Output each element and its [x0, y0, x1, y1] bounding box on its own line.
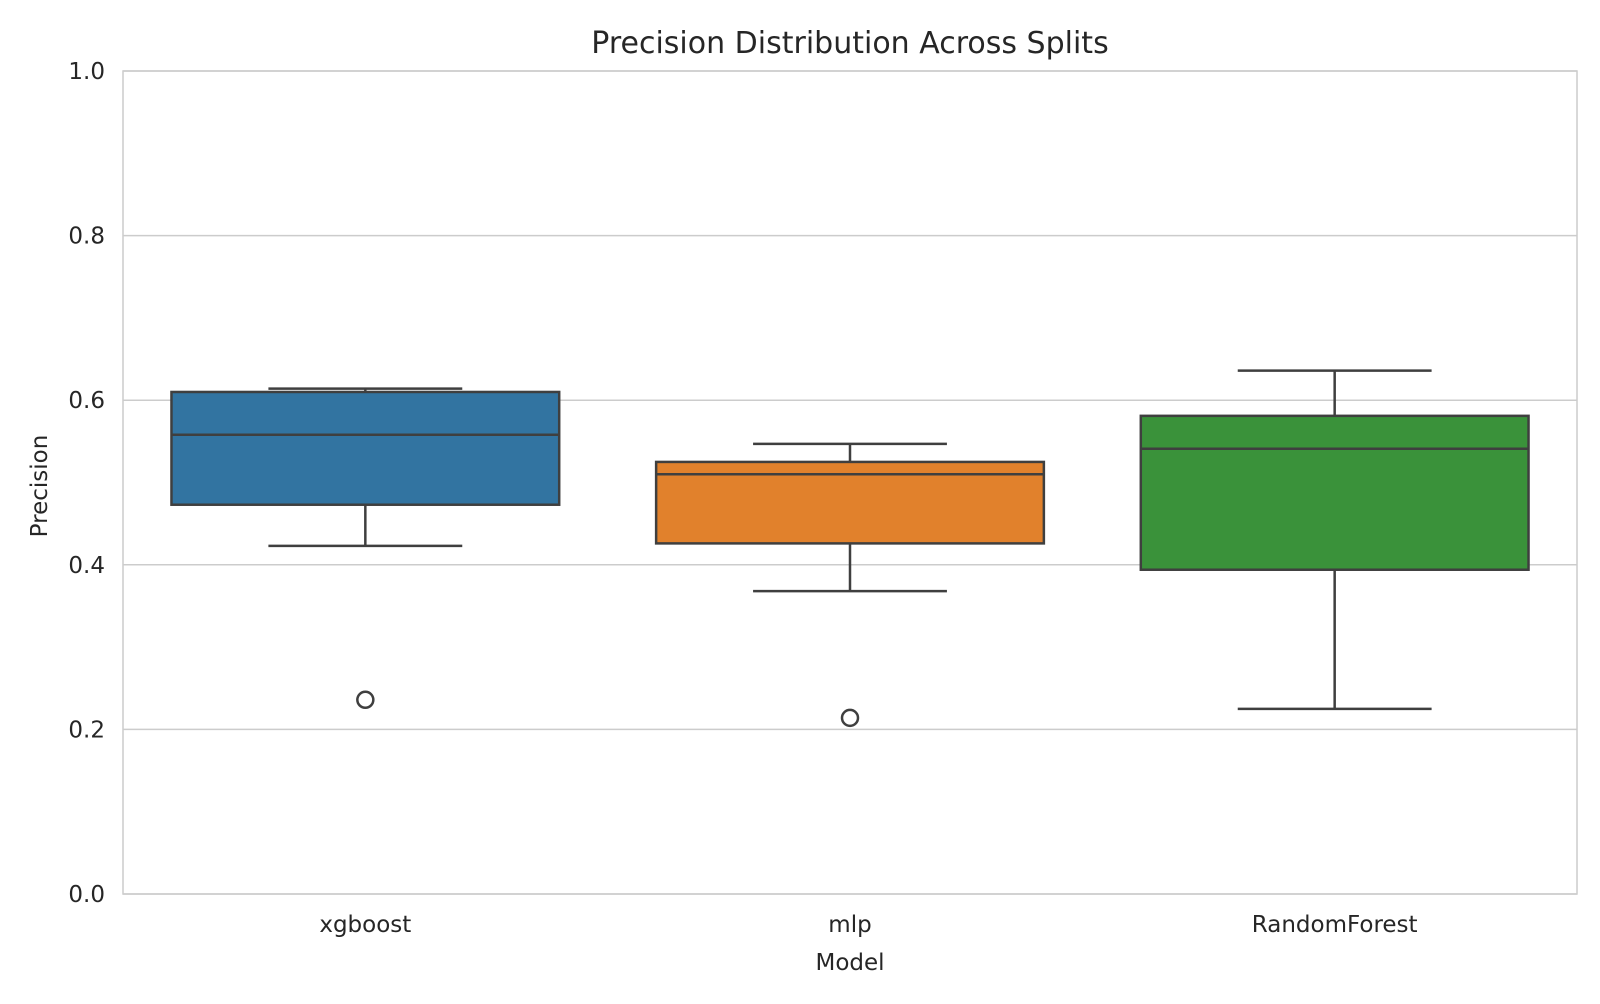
chart-title: Precision Distribution Across Splits [591, 26, 1108, 61]
outlier-point [840, 708, 860, 728]
box-xgboost [170, 390, 561, 506]
y-tick-label: 0.6 [68, 388, 105, 414]
y-tick-label: 0.8 [68, 224, 105, 250]
box-group-mlp [654, 442, 1046, 728]
y-axis-label: Precision [27, 435, 53, 538]
box-RandomForest [1139, 414, 1530, 571]
boxes-layer [170, 369, 1530, 728]
y-tick-label: 0.0 [68, 882, 105, 908]
x-tick-label: mlp [828, 912, 871, 938]
x-tick-labels: xgboost mlp RandomForest [319, 912, 1417, 938]
outlier-point [356, 690, 375, 710]
y-tick-labels: 0.0 0.2 0.4 0.6 0.8 1.0 [68, 59, 105, 908]
x-axis-label: Model [815, 950, 884, 976]
box-group-RandomForest [1139, 369, 1530, 711]
box-group-xgboost [170, 387, 561, 710]
y-tick-label: 0.4 [68, 553, 105, 579]
x-tick-label: xgboost [319, 912, 411, 938]
y-tick-label: 0.2 [68, 717, 105, 743]
y-tick-label: 1.0 [68, 59, 105, 85]
plot-frame [122, 70, 1578, 895]
x-tick-label: RandomForest [1252, 912, 1418, 938]
